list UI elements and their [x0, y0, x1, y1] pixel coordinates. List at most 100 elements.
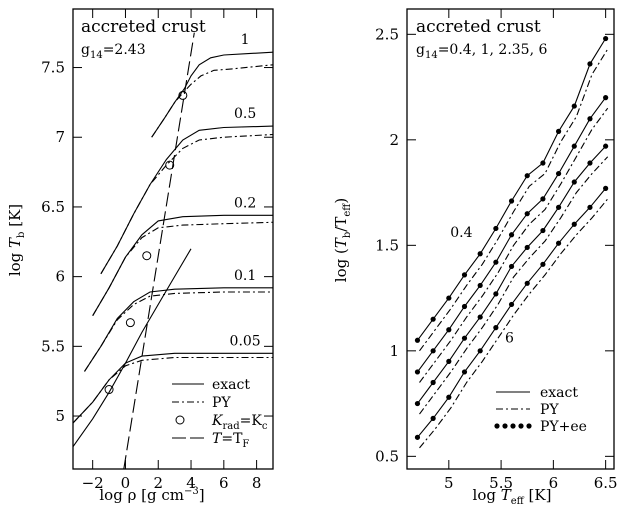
pyee-point: [524, 211, 530, 217]
legend-krad-label: Krad=Kc: [211, 413, 268, 432]
pyee-point: [587, 204, 593, 210]
py-curve: [72, 356, 273, 424]
series-label: 0.5: [234, 106, 256, 122]
x-tick-label: 6.5: [594, 474, 618, 492]
krad-marker: [125, 318, 135, 328]
pyee-point: [446, 295, 452, 301]
exact-curve: [84, 287, 273, 372]
series-label: 1: [241, 32, 250, 48]
left-title: accreted crust: [81, 17, 206, 37]
pyee-point: [477, 282, 483, 289]
pyee-point: [571, 221, 577, 227]
left-plot-frame: [72, 8, 274, 470]
y-tick-label: 1.5: [375, 236, 399, 254]
krad-marker: [142, 251, 152, 261]
pyee-point: [477, 348, 483, 354]
right-ticks: [407, 9, 614, 469]
pyee-point: [524, 244, 530, 251]
left-subtitle: g14=2.43: [81, 42, 146, 61]
pyee-point: [414, 337, 421, 343]
left-curves: [72, 32, 274, 470]
legend-dot: [494, 423, 500, 429]
pyee-point: [461, 369, 468, 375]
right-panel: 5 5.5 6 6.5 0.511.522.5 0.46 accreted crust…: [332, 8, 618, 507]
legend-tf-label: T=TF: [212, 431, 249, 450]
pyee-point: [430, 415, 436, 421]
exact-curve: [92, 214, 273, 316]
legend-py-label: PY: [540, 402, 559, 418]
pyee-point: [540, 160, 546, 166]
pyee-point: [555, 204, 562, 210]
pyee-point: [571, 103, 577, 109]
y-tick-label: 6.5: [41, 198, 65, 216]
exact-curve: [100, 125, 274, 275]
pyee-point: [493, 259, 499, 265]
right-x-axis-label: log Teff [K]: [473, 486, 552, 507]
pyee-point: [461, 335, 468, 341]
x-tick-label: 5: [444, 474, 454, 492]
legend-dot: [510, 423, 516, 429]
pyee-point: [461, 303, 468, 310]
y-tick-label: 7.5: [41, 59, 65, 77]
right-y-axis-label: log (Tb/Teff): [332, 198, 353, 282]
pyee-point: [430, 316, 436, 322]
x-tick-label: 5.5: [489, 474, 513, 492]
right-series-labels: 0.46: [450, 225, 514, 347]
left-x-axis-label: log ρ [g cm−3]: [99, 486, 204, 504]
krad-marker: [104, 385, 114, 395]
pyee-point: [555, 240, 562, 246]
right-subtitle: g14=0.4, 1, 2.35, 6: [416, 42, 547, 61]
krad-marker: [178, 90, 188, 100]
x-tick-label: 4: [186, 474, 196, 492]
pyee-point: [571, 143, 577, 149]
y-tick-label: 5.5: [41, 337, 65, 355]
pyee-point: [446, 394, 452, 400]
pyee-point: [587, 61, 593, 67]
py-curve: [419, 107, 609, 383]
pyee-point: [555, 170, 562, 177]
legend-py-label: PY: [212, 395, 231, 411]
pyee-point: [414, 434, 421, 440]
pyee-point: [430, 379, 436, 386]
legend-circle-marker: [175, 415, 185, 425]
legend-dot: [526, 423, 532, 429]
series-label: 6: [505, 330, 514, 346]
left-markers: [104, 90, 188, 395]
pyee-point: [603, 35, 609, 42]
py-curve: [419, 48, 609, 352]
py-curve: [100, 133, 274, 275]
fermi-line: [123, 32, 195, 470]
pyee-point: [540, 196, 546, 202]
x-tick-label: 6: [219, 474, 229, 492]
right-title: accreted crust: [416, 17, 541, 37]
pyee-point: [461, 272, 468, 278]
left-y-axis-label: log Tb [K]: [6, 204, 27, 276]
left-x-tick-labels: −2 0 2 4 6 8: [82, 474, 262, 492]
pyee-point: [414, 400, 421, 407]
legend-dot: [502, 423, 508, 429]
pyee-point: [587, 116, 593, 122]
pyee-point: [414, 369, 421, 375]
series-label: 0.05: [230, 333, 261, 349]
right-y-tick-labels: 0.5 1 1.5 2 2.5: [375, 25, 399, 465]
left-series-labels: 1 0.5 0.2 0.1 0.05: [230, 32, 261, 349]
pyee-point: [493, 291, 499, 297]
pyee-point: [477, 251, 483, 257]
py-curve: [84, 291, 273, 372]
pyee-point: [477, 314, 483, 320]
pyee-point: [524, 173, 530, 179]
left-legend: exact PY Krad=Kc T=TF: [172, 377, 268, 450]
right-legend: exact PY PY+ee: [494, 385, 587, 435]
y-tick-label: 5: [55, 407, 65, 425]
y-tick-label: 0.5: [375, 447, 399, 465]
x-tick-label: 0: [121, 474, 131, 492]
legend-exact-label: exact: [540, 385, 578, 401]
x-tick-label: 2: [153, 474, 163, 492]
legend-dot: [518, 423, 524, 429]
exact-curve: [417, 145, 607, 404]
pyee-point: [430, 348, 436, 354]
pyee-point: [508, 198, 515, 204]
pyee-point: [508, 232, 515, 238]
left-ticks: [73, 9, 273, 469]
